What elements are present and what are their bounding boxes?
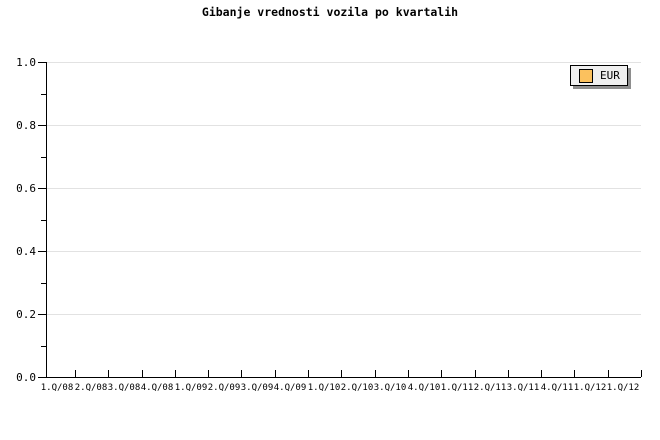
legend-label: EUR bbox=[600, 69, 620, 82]
y-minor-tick bbox=[41, 220, 46, 221]
chart-title: Gibanje vrednosti vozila po kvartalih bbox=[201, 5, 459, 19]
x-tick-label: 1.Q/12 bbox=[606, 383, 640, 393]
x-tick bbox=[308, 370, 309, 377]
legend-swatch-eur-icon bbox=[579, 68, 593, 83]
x-tick-label: 2.Q/08 bbox=[74, 383, 108, 393]
x-tick bbox=[574, 370, 575, 377]
x-tick-label: 3.Q/08 bbox=[107, 383, 141, 393]
x-tick bbox=[142, 370, 143, 377]
x-tick-label: 3.Q/11 bbox=[506, 383, 540, 393]
plot-area bbox=[38, 62, 642, 378]
y-minor-tick bbox=[41, 94, 46, 95]
x-tick bbox=[175, 370, 176, 377]
x-tick-label: 1.Q/08 bbox=[40, 383, 74, 393]
x-tick-label: 4.Q/09 bbox=[273, 383, 307, 393]
y-major-tick bbox=[38, 62, 46, 63]
x-tick-label: 1.Q/10 bbox=[307, 383, 341, 393]
y-tick-label: 0.0 bbox=[16, 371, 36, 384]
y-gridline bbox=[47, 62, 641, 63]
x-tick-label: 4.Q/08 bbox=[140, 383, 174, 393]
x-tick-label: 3.Q/10 bbox=[373, 383, 407, 393]
x-tick bbox=[241, 370, 242, 377]
x-tick bbox=[541, 370, 542, 377]
y-major-tick bbox=[38, 314, 46, 315]
y-gridline bbox=[47, 251, 641, 252]
x-tick bbox=[75, 370, 76, 377]
y-minor-tick bbox=[41, 157, 46, 158]
x-tick bbox=[208, 370, 209, 377]
x-tick bbox=[508, 370, 509, 377]
x-tick bbox=[375, 370, 376, 377]
y-tick-label: 1.0 bbox=[16, 56, 36, 69]
x-tick-label: 2.Q/09 bbox=[207, 383, 241, 393]
y-major-tick bbox=[38, 251, 46, 252]
x-tick bbox=[275, 370, 276, 377]
y-minor-tick bbox=[41, 346, 46, 347]
y-minor-tick bbox=[41, 283, 46, 284]
y-tick-label: 0.4 bbox=[16, 245, 36, 258]
x-tick-label: 1.Q/09 bbox=[174, 383, 208, 393]
legend: EUR bbox=[570, 65, 628, 86]
x-tick-label: 3.Q/09 bbox=[240, 383, 274, 393]
x-tick-label: 2.Q/10 bbox=[340, 383, 374, 393]
y-major-tick bbox=[38, 377, 46, 378]
x-tick bbox=[408, 370, 409, 377]
y-major-tick bbox=[38, 125, 46, 126]
x-tick bbox=[608, 370, 609, 377]
y-tick-label: 0.8 bbox=[16, 119, 36, 132]
y-major-tick bbox=[38, 188, 46, 189]
x-tick bbox=[108, 370, 109, 377]
x-tick-label: 4.Q/10 bbox=[407, 383, 441, 393]
x-tick-label: 1.Q/11 bbox=[440, 383, 474, 393]
x-tick-label: 1.Q/12 bbox=[573, 383, 607, 393]
x-tick bbox=[341, 370, 342, 377]
x-tick-label: 4.Q/11 bbox=[540, 383, 574, 393]
y-gridline bbox=[47, 314, 641, 315]
x-tick-label: 2.Q/11 bbox=[473, 383, 507, 393]
x-tick bbox=[475, 370, 476, 377]
y-gridline bbox=[47, 125, 641, 126]
y-gridline bbox=[47, 188, 641, 189]
y-tick-label: 0.2 bbox=[16, 308, 36, 321]
y-tick-label: 0.6 bbox=[16, 182, 36, 195]
x-tick bbox=[641, 370, 642, 377]
x-tick bbox=[441, 370, 442, 377]
